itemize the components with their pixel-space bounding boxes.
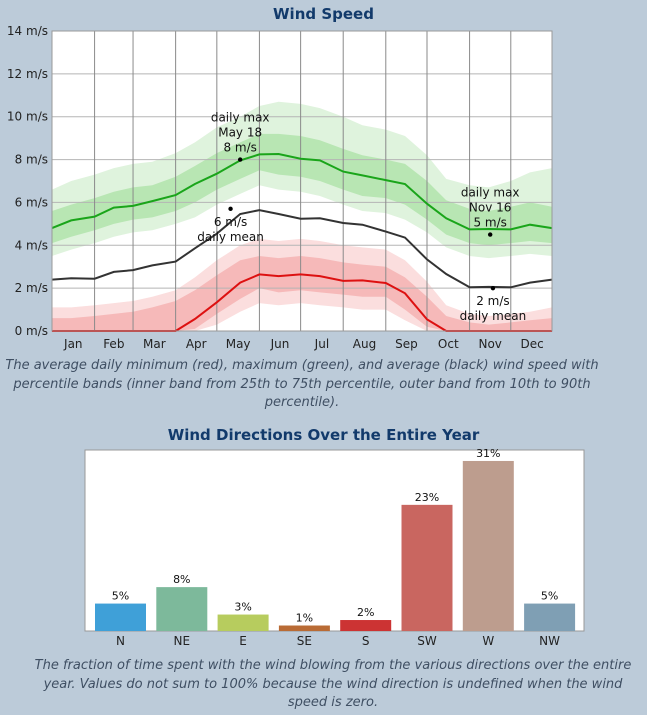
annotation-label: 8 m/s xyxy=(223,141,256,155)
bar-s xyxy=(340,620,392,631)
bar-value-label: 23% xyxy=(415,491,439,504)
y-tick-label: 0 m/s xyxy=(15,324,48,338)
x-tick-label: Apr xyxy=(186,337,207,351)
x-tick-label: Dec xyxy=(520,337,543,351)
category-label: S xyxy=(362,634,370,648)
x-tick-label: Sep xyxy=(395,337,418,351)
annotation-label: daily max xyxy=(461,186,520,200)
bar-e xyxy=(217,614,269,631)
daily-mean-line xyxy=(51,209,553,289)
annotation-label: 2 m/s xyxy=(476,294,509,308)
x-tick-label: May xyxy=(226,337,251,351)
category-label: W xyxy=(482,634,494,648)
y-tick-label: 6 m/s xyxy=(15,195,48,209)
bar-value-label: 31% xyxy=(476,447,500,460)
category-label: NW xyxy=(539,634,560,648)
bar-value-label: 3% xyxy=(234,601,251,614)
bar-value-label: 8% xyxy=(173,573,190,586)
x-tick-label: Mar xyxy=(143,337,166,351)
annotation-dot xyxy=(490,285,496,291)
y-tick-label: 8 m/s xyxy=(15,153,48,167)
annotation-label: 6 m/s xyxy=(214,215,247,229)
x-tick-label: Aug xyxy=(353,337,376,351)
wind-directions-caption: The fraction of time spent with the wind… xyxy=(34,658,632,710)
y-axis-labels: 0 m/s 2 m/s 4 m/s 6 m/s 8 m/s 10 m/s 12 m/s 14 … xyxy=(7,24,48,338)
wind-speed-title: Wind Speed xyxy=(273,5,374,23)
category-label: N xyxy=(116,634,125,648)
category-label: NE xyxy=(174,634,191,648)
bar-value-label: 2% xyxy=(357,606,374,619)
grid-lines xyxy=(52,30,552,332)
annotation-dot xyxy=(237,157,243,162)
y-tick-label: 4 m/s xyxy=(15,238,48,252)
category-label: SW xyxy=(417,634,437,648)
y-tick-label: 2 m/s xyxy=(15,281,48,295)
wind-speed-plot-border xyxy=(51,30,553,332)
annotation-label: daily mean xyxy=(460,309,527,323)
wind-speed-caption: The average daily minimum (red), maximum… xyxy=(5,358,599,410)
y-tick-label: 10 m/s xyxy=(7,110,48,124)
x-tick-label: Jun xyxy=(270,337,290,351)
x-tick-label: Jul xyxy=(314,337,329,351)
direction-bars: 5% N 8% NE 3% E 1% SE 2% S 23% SW 31% W 5% NW xyxy=(95,447,576,648)
bar-nw xyxy=(524,603,576,631)
daily-max-line xyxy=(51,152,553,231)
bar-sw xyxy=(401,504,453,631)
bar-value-label: 1% xyxy=(296,612,313,625)
x-tick-label: Jan xyxy=(63,337,83,351)
bar-value-label: 5% xyxy=(112,590,129,603)
bar-ne xyxy=(156,587,208,631)
annotation-label: May 18 xyxy=(218,126,262,140)
bar-se xyxy=(278,625,330,631)
category-label: E xyxy=(239,634,247,648)
annotation-label: daily mean xyxy=(197,230,264,244)
annotation-dot xyxy=(228,206,233,212)
wind-directions-title: Wind Directions Over the Entire Year xyxy=(167,426,480,444)
bar-value-label: 5% xyxy=(541,590,558,603)
annotation-dot xyxy=(487,232,493,237)
x-tick-label: Oct xyxy=(438,337,459,351)
x-axis-labels: Jan Feb Mar Apr May Jun Jul Aug Sep Oct Nov Dec xyxy=(63,337,544,351)
annotation-label: Nov 16 xyxy=(469,201,512,215)
bar-w xyxy=(462,460,514,631)
annotation-label: 5 m/s xyxy=(473,216,506,230)
category-label: SE xyxy=(297,634,312,648)
x-tick-label: Nov xyxy=(478,337,501,351)
x-tick-label: Feb xyxy=(103,337,124,351)
annotation-label: daily max xyxy=(211,111,270,125)
y-tick-label: 14 m/s xyxy=(7,24,48,38)
wind-speed-chart: 0 m/s 2 m/s 4 m/s 6 m/s 8 m/s 10 m/s 12 m/s 14 … xyxy=(7,24,553,351)
bar-n xyxy=(95,603,146,631)
y-tick-label: 12 m/s xyxy=(7,67,48,81)
